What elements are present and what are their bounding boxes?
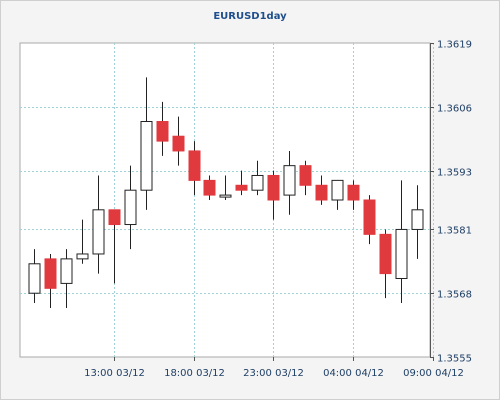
candle-body <box>235 184 248 191</box>
candle-body <box>140 121 153 191</box>
x-tick-label: 13:00 03/12 <box>84 368 145 379</box>
candle-body <box>124 189 137 226</box>
y-tick-label: 1.3568 <box>437 290 472 301</box>
candle-body <box>315 184 328 201</box>
candle-down <box>379 229 392 299</box>
candle-body <box>28 263 41 294</box>
candle-up <box>140 77 153 210</box>
candle-down <box>203 175 216 200</box>
candle-body <box>331 179 344 201</box>
y-tick-label: 1.3619 <box>437 40 472 51</box>
candle-down <box>315 175 328 205</box>
candle-down <box>156 101 169 156</box>
candle-body <box>156 121 169 142</box>
candle-body <box>251 174 264 191</box>
candle-layer <box>28 77 424 308</box>
candle-up <box>283 150 296 215</box>
candle-up <box>251 160 264 196</box>
candle-body <box>347 184 360 201</box>
y-tick-label: 1.3581 <box>437 226 472 237</box>
axis-layer: 1.3555 1.3568 1.3581 1.3593 1.3606 1.3619 13:0… <box>84 40 472 380</box>
x-tick-label: 23:00 03/12 <box>243 368 304 379</box>
candle-body <box>108 209 121 226</box>
candle-up <box>76 219 89 264</box>
candle-down <box>44 253 57 308</box>
candle-body <box>267 174 280 201</box>
candle-up <box>411 185 424 259</box>
candle-up <box>60 249 73 308</box>
candle-body <box>60 258 73 284</box>
candle-body <box>411 209 424 230</box>
candle-up <box>395 180 408 304</box>
candle-down <box>299 160 312 196</box>
candle-body <box>283 165 296 196</box>
candle-down <box>267 170 280 220</box>
candle-down <box>108 209 121 284</box>
candle-down <box>363 195 376 245</box>
candle-up <box>124 165 137 250</box>
chart-title: EURUSD1day <box>213 11 287 22</box>
candle-body <box>76 253 89 260</box>
x-tick-label: 04:00 04/12 <box>323 368 384 379</box>
candle-body <box>203 179 216 196</box>
candle-body <box>379 233 392 275</box>
candle-down <box>347 180 360 210</box>
candle-body <box>299 165 312 186</box>
candle-body <box>92 209 105 255</box>
x-tick-label: 18:00 03/12 <box>164 368 225 379</box>
candle-down <box>172 116 185 166</box>
candle-body <box>395 228 408 279</box>
y-tick-label: 1.3606 <box>437 104 472 115</box>
candle-down <box>235 170 248 196</box>
x-tick-label: 09:00 04/12 <box>403 368 464 379</box>
candle-up <box>28 249 41 304</box>
candle-down <box>188 141 201 196</box>
candle-body <box>188 150 201 181</box>
candle-body <box>363 199 376 235</box>
candle-up <box>92 175 105 274</box>
candle-body <box>172 135 185 152</box>
candle-body <box>44 258 57 289</box>
y-tick-label: 1.3593 <box>437 168 472 179</box>
candle-body <box>219 194 232 198</box>
y-tick-label: 1.3555 <box>437 354 472 365</box>
candle-up <box>331 179 344 210</box>
candle-up <box>219 175 232 200</box>
